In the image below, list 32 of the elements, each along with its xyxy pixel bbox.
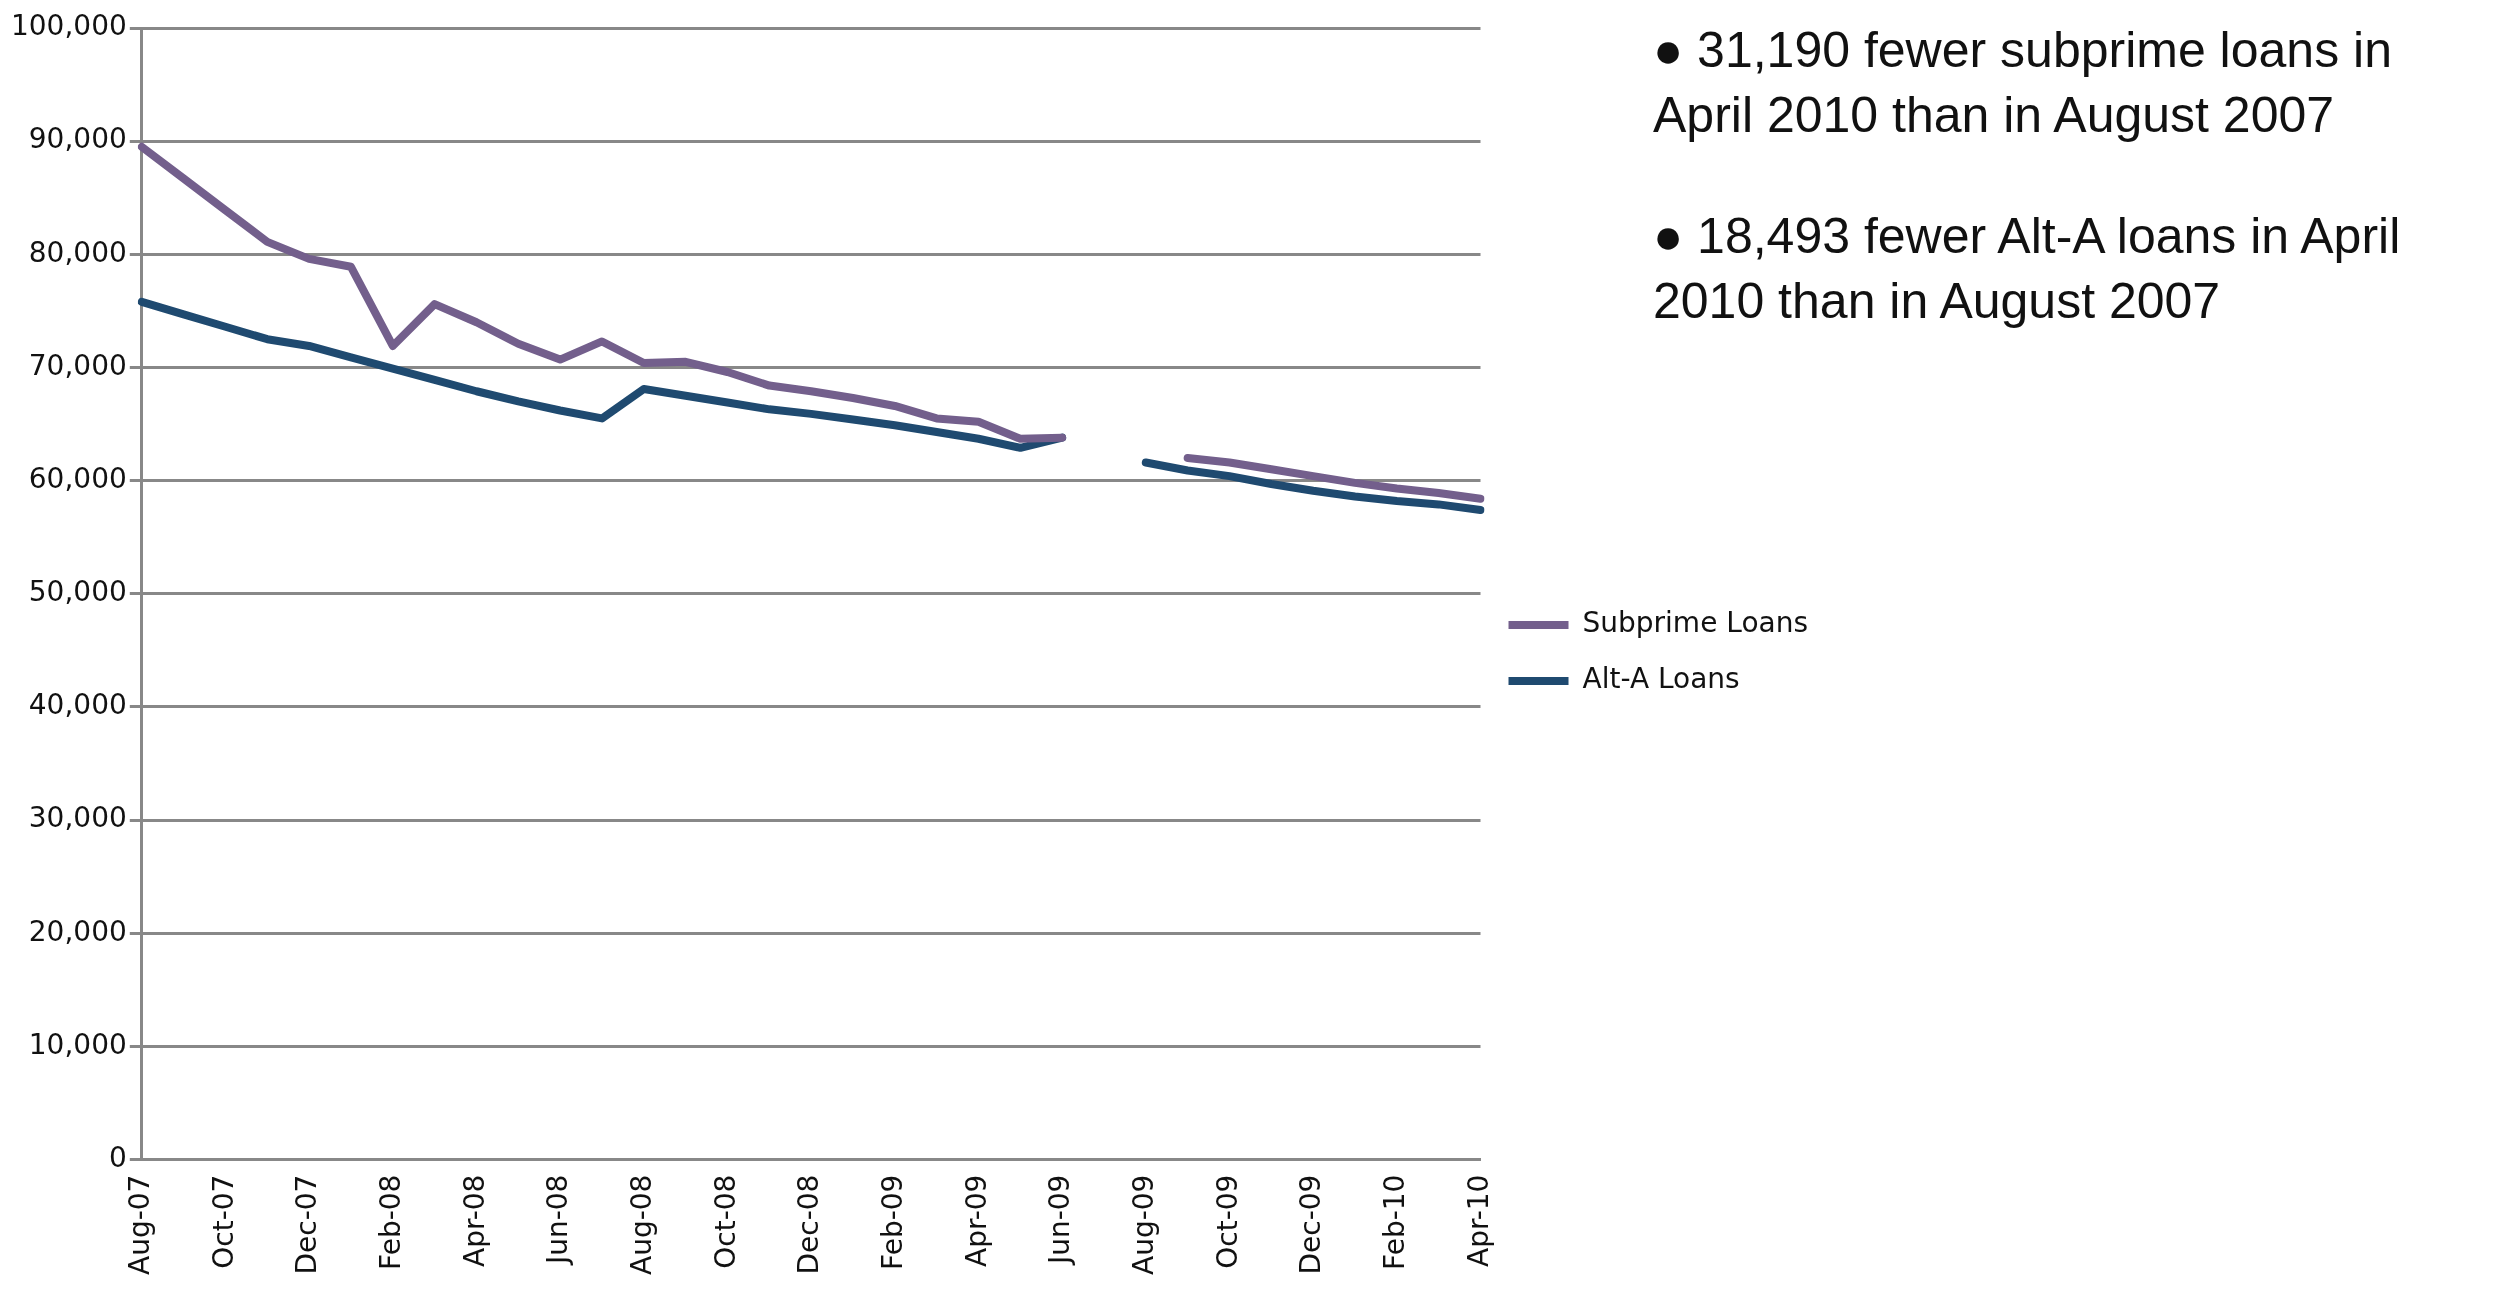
y-tick-label: 20,000 (28, 914, 127, 948)
y-tick-label: 80,000 (28, 235, 127, 269)
legend-label: Subprime Loans (1582, 606, 1809, 640)
x-tick-label: Aug-08 (625, 1174, 659, 1275)
x-tick-label: Feb-10 (1378, 1174, 1412, 1270)
y-tick-label: 10,000 (28, 1027, 127, 1061)
x-tick-label: Dec-08 (792, 1174, 826, 1275)
x-tick-label: Apr-09 (959, 1174, 993, 1267)
y-tick-label: 40,000 (28, 688, 127, 722)
x-tick-label: Oct-07 (206, 1174, 240, 1269)
x-tick-label: Jun-09 (1043, 1174, 1077, 1267)
y-tick-label: 60,000 (28, 461, 127, 495)
x-tick-label: Aug-07 (123, 1174, 157, 1275)
x-tick-label: Jun-08 (541, 1174, 575, 1267)
x-tick-label: Aug-09 (1127, 1174, 1161, 1275)
text: ● 18,493 fewer Alt-A loans in April 2010 than in August 2007 (1653, 207, 2402, 331)
y-tick-label: 70,000 (28, 348, 127, 382)
y-tick-label: 0 (108, 1140, 127, 1174)
y-tick-label: 30,000 (28, 801, 127, 835)
x-tick-label: Apr-08 (457, 1174, 491, 1267)
y-tick-label: 90,000 (28, 122, 127, 156)
text: ● 31,190 fewer subprime loans in April 2010 than in August 2007 (1653, 21, 2393, 145)
legend-label: Alt-A Loans (1582, 662, 1740, 696)
y-tick-label: 50,000 (28, 575, 127, 609)
x-tick-label: Feb-09 (876, 1174, 910, 1270)
x-tick-label: Oct-08 (708, 1174, 742, 1269)
x-tick-label: Dec-09 (1294, 1174, 1328, 1275)
x-tick-label: Feb-08 (374, 1174, 408, 1270)
x-tick-label: Apr-10 (1461, 1174, 1495, 1267)
x-tick-label: Dec-07 (290, 1174, 324, 1275)
x-tick-label: Oct-09 (1210, 1174, 1244, 1269)
y-tick-label: 100,000 (10, 9, 127, 43)
